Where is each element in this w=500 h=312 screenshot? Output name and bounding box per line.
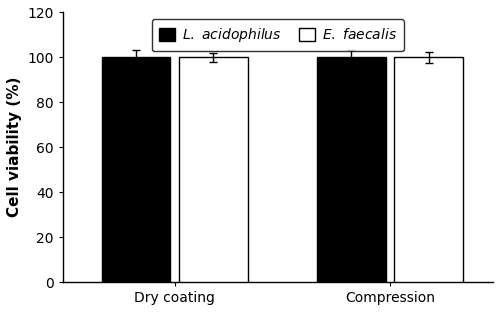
- Bar: [394, 57, 463, 282]
- Legend: $\it{L.\ acidophilus}$, $\it{E.\ faecalis}$: $\it{L.\ acidophilus}$, $\it{E.\ faecali…: [152, 19, 404, 51]
- Bar: [102, 57, 170, 282]
- Bar: [179, 57, 248, 282]
- Y-axis label: Cell viability (%): Cell viability (%): [7, 77, 22, 217]
- Bar: [316, 57, 386, 282]
